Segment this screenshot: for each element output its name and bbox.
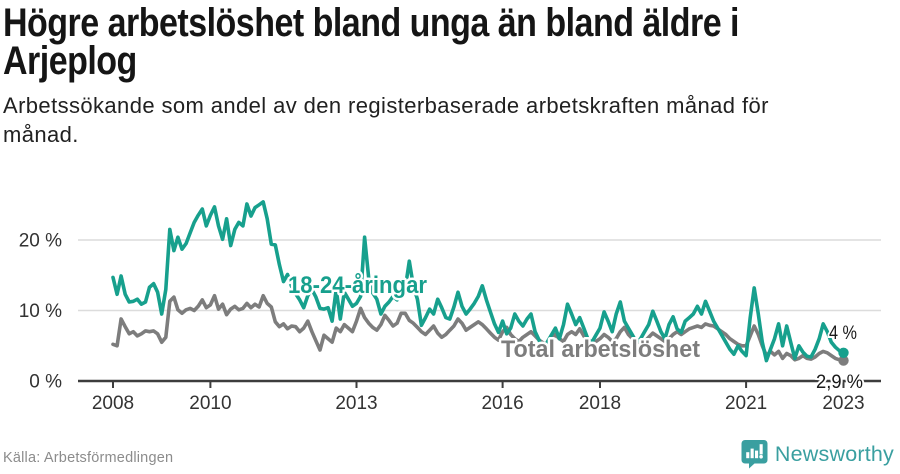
x-tick-label-2016: 2016 [481,393,523,414]
series-label-total: Total arbetslöshet [501,336,700,363]
series-label-young: 18-24-åringar [288,272,427,299]
series-end-dot-young [838,347,849,358]
y-tick-label-10: 10 % [19,301,62,322]
y-tick-label-0: 0 % [29,372,62,393]
chart-title-line-2: Arjeplog [3,39,137,83]
series-end-dot-total [838,355,849,366]
x-tick-label-2013: 2013 [335,393,377,414]
x-tick-label-2008: 2008 [92,393,134,414]
unemployment-line-chart: 2008 2010 2013 2016 2018 2021 2023 0 % 10 % 20 % 1… [19,200,881,414]
speech-bubble-shape [741,440,768,469]
chart-title-line-1: Högre arbetslöshet bland unga än bland ä… [3,1,740,45]
y-tick-label-20: 20 % [19,231,62,252]
bar-medium [754,450,759,459]
x-tick-label-2023: 2023 [822,393,864,414]
chart-title: Högre arbetslöshet bland unga än bland ä… [3,1,740,83]
x-tick-label-2018: 2018 [579,393,621,414]
source-note: Källa: Arbetsförmedlingen [3,450,174,466]
exclamation-dot [759,454,763,459]
end-value-label-total: 2,9 % [816,372,863,393]
chart-subtitle: Arbetssökande som andel av den registerb… [3,91,769,149]
series-line-young [111,200,846,363]
x-tick-label-2010: 2010 [189,393,231,414]
newsworthy-wordmark: Newsworthy [774,441,894,466]
bar-small [746,452,750,459]
end-value-label-young: 4 % [829,323,857,344]
exclamation-stem [759,444,763,455]
chart-subtitle-line-2: månad. [3,122,79,147]
bar-tall [750,448,754,459]
newsworthy-icon [741,440,768,469]
newsworthy-logo[interactable]: Newsworthy [741,439,894,469]
x-tick-label-2021: 2021 [725,393,767,414]
chart-subtitle-line-1: Arbetssökande som andel av den registerb… [3,93,769,118]
